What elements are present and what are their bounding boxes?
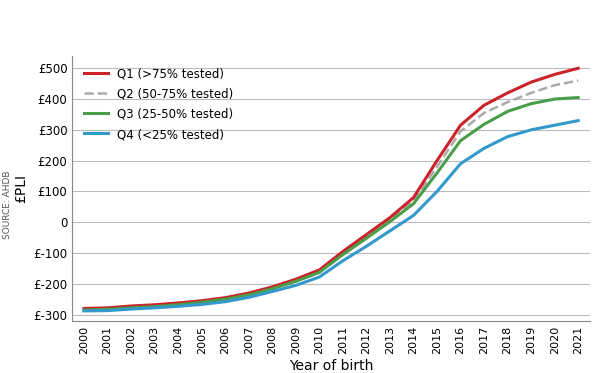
X-axis label: Year of birth: Year of birth xyxy=(289,360,373,373)
Y-axis label: £PLI: £PLI xyxy=(14,174,28,203)
Text: Genetic merit of animals by herd’s level of genomic testing: Genetic merit of animals by herd’s level… xyxy=(0,15,602,34)
Legend: Q1 (>75% tested), Q2 (50-75% tested), Q3 (25-50% tested), Q4 (<25% tested): Q1 (>75% tested), Q2 (50-75% tested), Q3… xyxy=(78,62,239,147)
Text: SOURCE: AHDB: SOURCE: AHDB xyxy=(3,171,11,239)
